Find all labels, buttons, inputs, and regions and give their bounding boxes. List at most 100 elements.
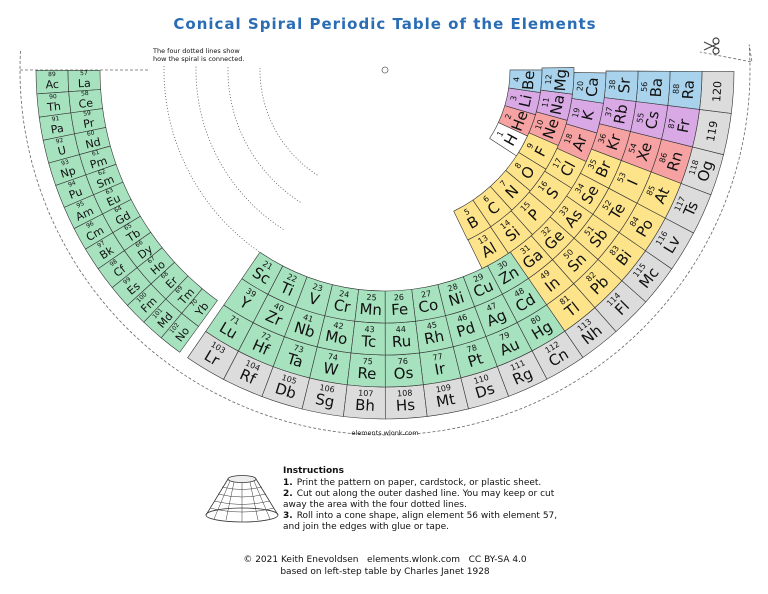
instruction-line: 2. Cut out along the outer dashed line. Y…: [283, 489, 555, 499]
step-number: 2.: [283, 489, 293, 499]
element-symbol: Pr: [82, 116, 95, 131]
atomic-number: 5: [463, 207, 472, 217]
instructions: Instructions 1. Print the pattern on paper…: [283, 466, 557, 532]
element-cell: [504, 87, 541, 116]
atomic-number: 70: [189, 298, 199, 308]
credits: © 2021 Keith Enevoldsen elements.wlonk.c…: [243, 555, 527, 565]
cut-line: [19, 44, 753, 436]
atomic-number: 29: [472, 272, 485, 284]
atomic-number: 77: [432, 352, 444, 363]
atomic-number: 6: [481, 194, 491, 204]
atomic-number: 19: [571, 107, 582, 119]
note: The four dotted lines show: [152, 47, 240, 55]
atomic-number: 118: [687, 159, 700, 176]
element-cell: [112, 215, 152, 251]
atomic-number: 86: [658, 152, 670, 164]
element-symbol: Fe: [391, 300, 409, 319]
element-symbol: Ti: [277, 278, 297, 300]
element-symbol: Fr: [674, 117, 694, 135]
title: Conical Spiral Periodic Table of the Ele…: [173, 15, 596, 33]
atomic-number: 35: [586, 158, 598, 171]
element-symbol: Nd: [84, 135, 102, 151]
atomic-number: 61: [91, 149, 101, 158]
atomic-number: 40: [272, 301, 285, 313]
element-symbol: Ni: [446, 288, 466, 310]
atomic-number: 57: [80, 70, 88, 77]
element-cell: [136, 247, 176, 285]
element-cell: [181, 288, 218, 327]
element-symbol: Ac: [45, 78, 59, 91]
element-symbol: Pa: [50, 122, 65, 137]
element-symbol: Cr: [332, 296, 352, 317]
atomic-number: 99: [122, 276, 132, 286]
atomic-number: 74: [327, 352, 339, 363]
atomic-number: 71: [228, 314, 241, 327]
atomic-number: 97: [96, 239, 106, 249]
element-symbol: Sm: [95, 173, 116, 192]
atomic-number: 53: [616, 171, 628, 184]
cone-illustration: [205, 475, 279, 523]
atomic-number: 30: [496, 259, 509, 272]
atomic-number: 119: [704, 120, 721, 143]
atomic-number: 26: [394, 293, 405, 303]
atomic-number: 28: [447, 282, 459, 294]
atomic-number: 54: [627, 142, 639, 154]
atomic-number: 37: [604, 106, 615, 118]
atomic-number: 25: [366, 293, 377, 303]
atomic-number: 21: [261, 259, 274, 272]
atomic-number: 1: [495, 130, 505, 139]
atomic-number: 17: [551, 157, 564, 170]
element-cell: [437, 276, 476, 317]
atomic-number: 95: [76, 200, 86, 210]
atomic-number: 63: [105, 186, 115, 196]
atomic-number: 98: [109, 258, 119, 268]
element-cell: [79, 145, 117, 176]
element-cell: [489, 122, 528, 157]
element-symbol: Rf: [237, 365, 259, 388]
element-cell: [384, 289, 416, 324]
atomic-number: 88: [672, 83, 682, 94]
atomic-number: 90: [49, 93, 57, 101]
step-number: 1.: [283, 478, 293, 488]
atomic-number: 36: [597, 132, 609, 144]
atomic-number: 13: [476, 233, 489, 246]
atomic-number: 64: [113, 205, 123, 215]
atomic-number: 45: [426, 320, 438, 331]
credits: based on left-step table by Charles Jane…: [280, 567, 490, 577]
element-symbol: Ra: [679, 79, 698, 99]
element-symbol: At: [650, 185, 673, 207]
atomic-number: 41: [302, 313, 314, 325]
element-symbol: I: [624, 177, 642, 188]
element-symbol: Na: [547, 93, 569, 117]
dotted-line: [227, 67, 303, 204]
atomic-number: 93: [60, 158, 70, 167]
atomic-number: 56: [640, 81, 650, 92]
element-symbol: Pu: [67, 185, 84, 202]
atomic-number: 20: [575, 81, 585, 92]
element-cell: [150, 261, 189, 300]
element-symbol: U: [57, 144, 68, 159]
element-symbol: Rh: [423, 327, 446, 348]
element-symbol: Mn: [359, 300, 382, 319]
atomic-number: 96: [85, 220, 95, 230]
element-cell: [67, 70, 101, 93]
element-cell: [68, 89, 103, 114]
element-cell: [295, 276, 333, 317]
element-symbol: Ru: [391, 332, 411, 351]
atomic-number: 65: [123, 222, 133, 232]
atomic-number: 72: [259, 330, 272, 342]
element-symbol: Pm: [88, 154, 108, 172]
element-symbol: Ce: [78, 96, 94, 110]
element-cell: [411, 284, 446, 322]
atomic-number: 109: [435, 383, 452, 395]
atomic-number: 18: [563, 132, 575, 145]
atomic-number: 48: [513, 286, 526, 299]
element-symbol: Eu: [105, 192, 123, 210]
atomic-number: 78: [466, 343, 478, 355]
atomic-number: 108: [397, 388, 413, 398]
scissors: [703, 37, 720, 55]
element-symbol: Ts: [679, 198, 702, 220]
atomic-number: 9: [525, 142, 535, 151]
element-symbol: Th: [46, 100, 62, 114]
atomic-number: 105: [281, 373, 298, 386]
